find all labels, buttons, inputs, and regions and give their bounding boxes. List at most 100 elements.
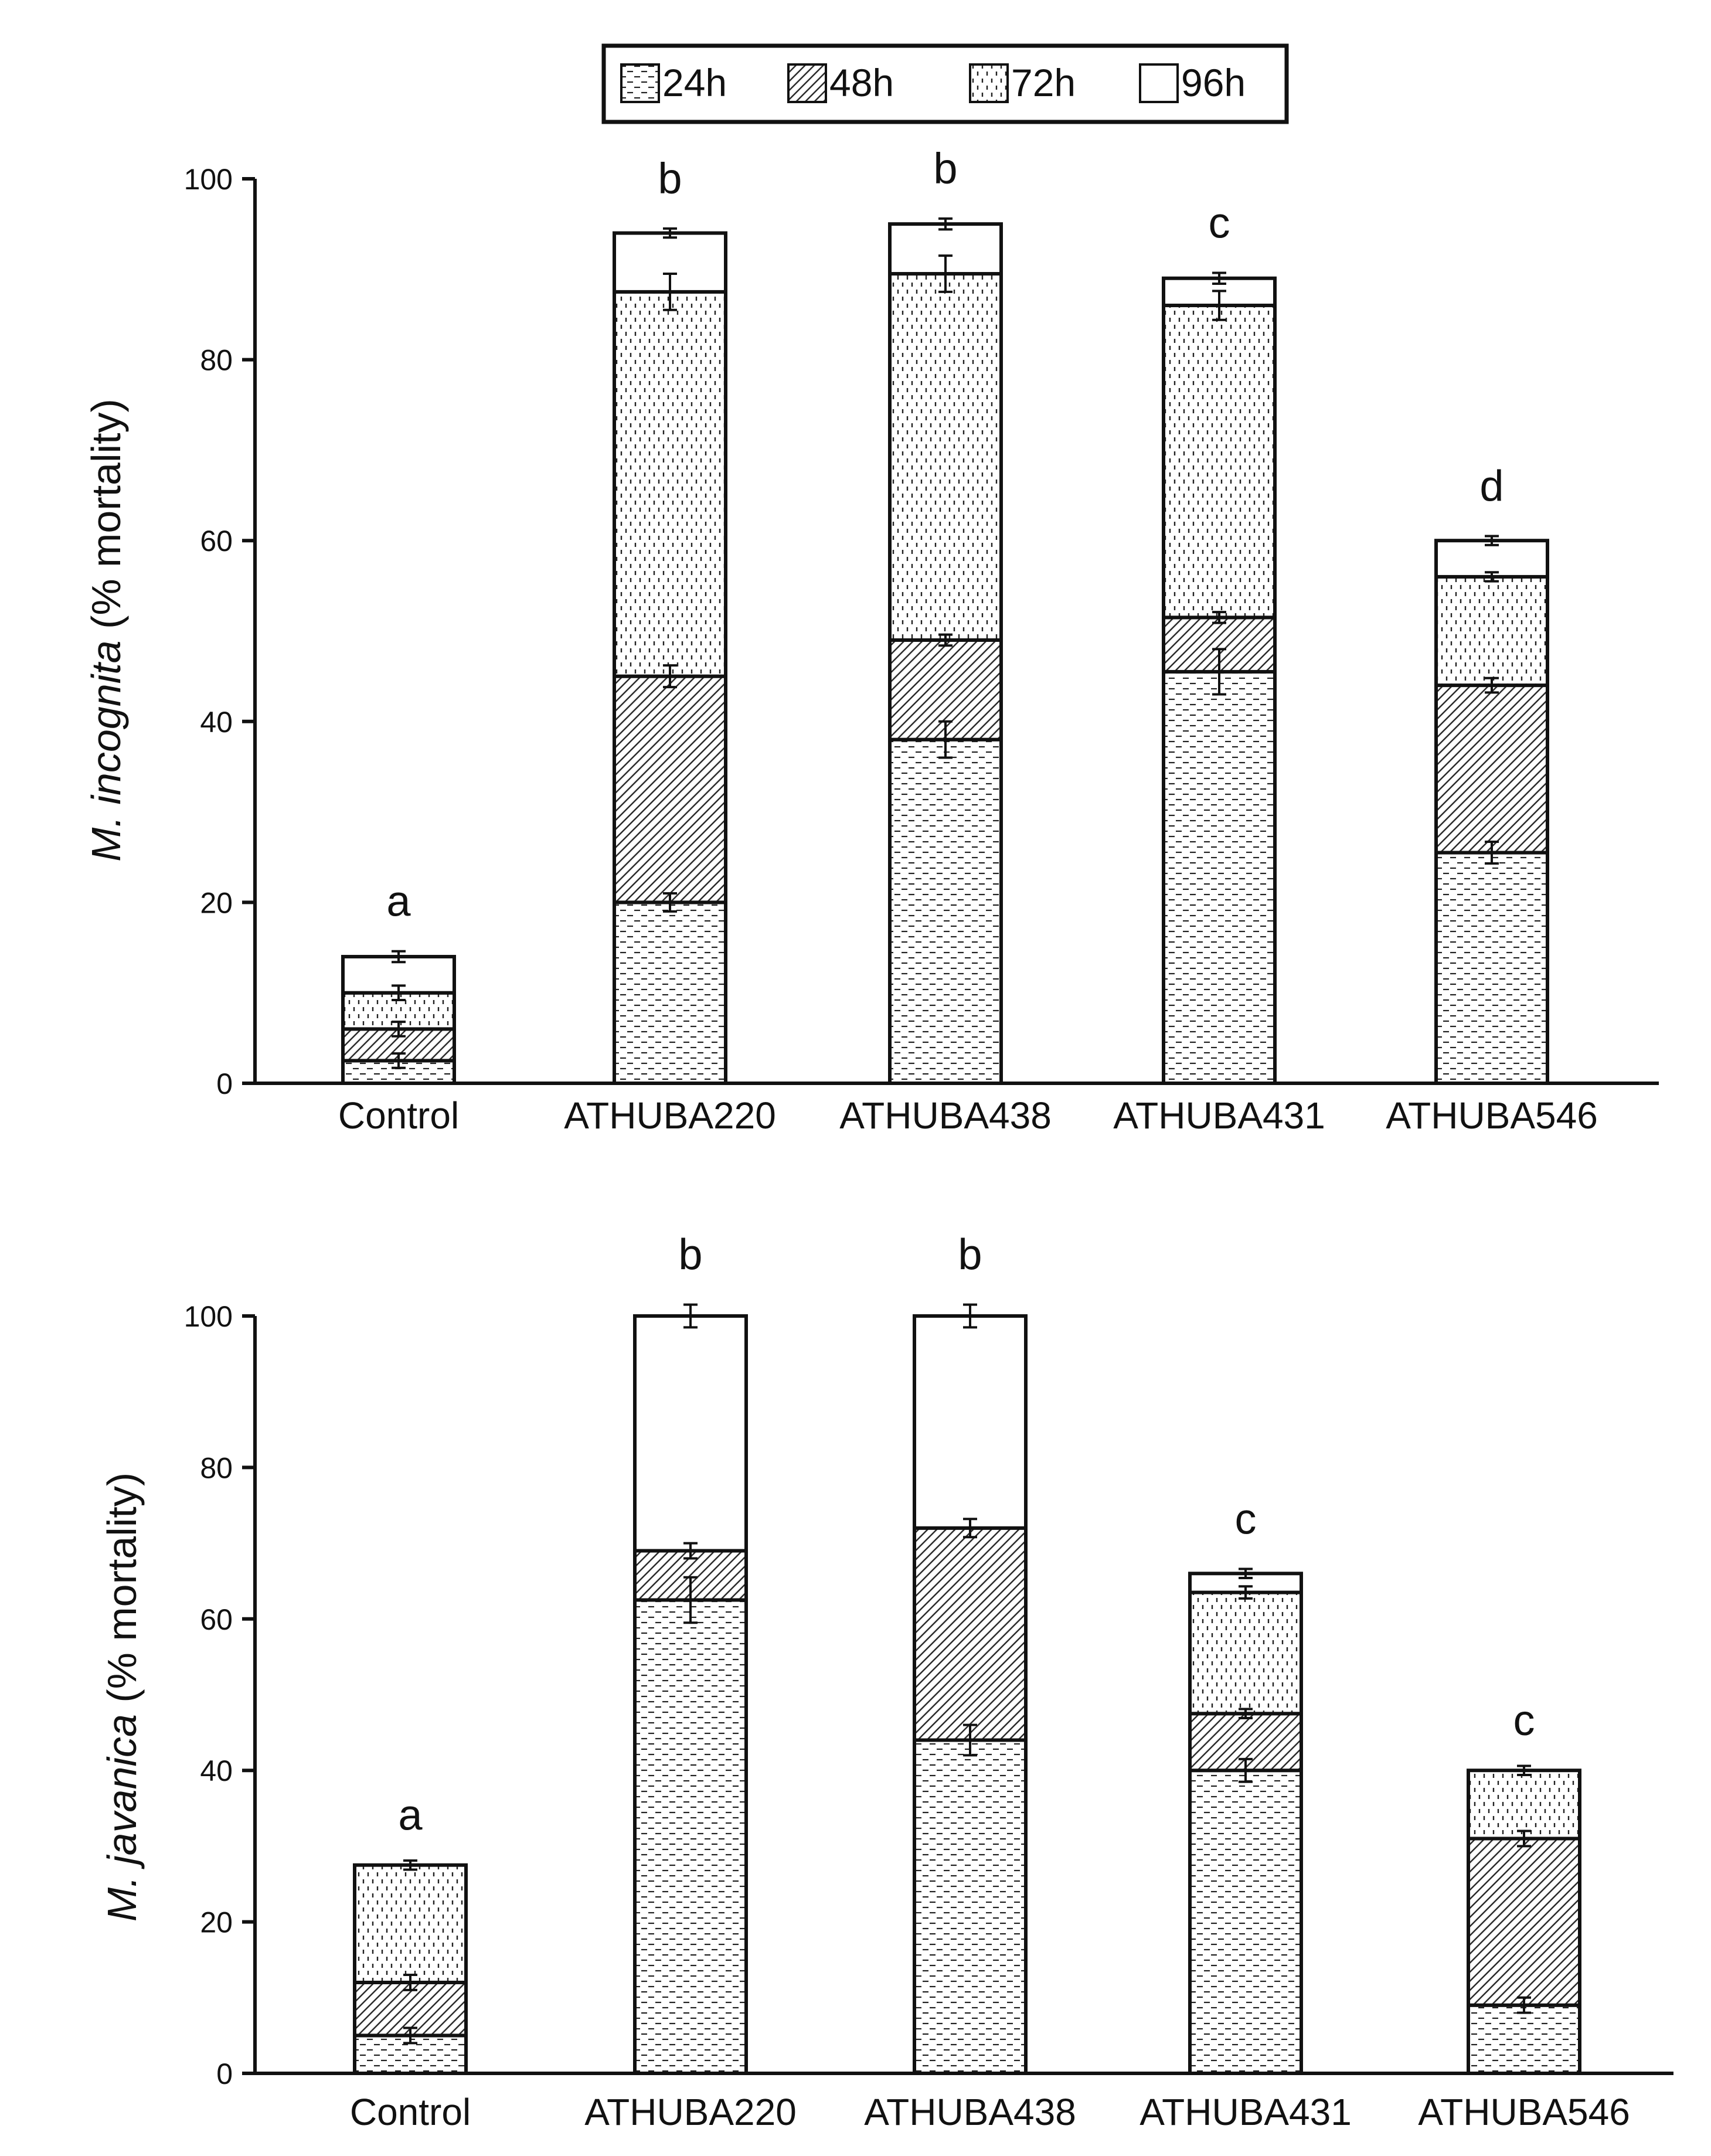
error-bar-48h <box>683 1542 698 1560</box>
y-tick-label: 80 <box>200 1451 233 1484</box>
panel-a-chart: M. incognita (% mortality) 0 20 40 60 80 100 a C… <box>83 144 1659 1137</box>
error-bar-72h <box>1517 1764 1531 1776</box>
x-category-label: ATHUBA220 <box>564 1094 776 1137</box>
bar-segment-72h <box>1188 1590 1303 1716</box>
error-bar-48h <box>938 633 953 647</box>
legend-label-48h: 48h <box>829 61 894 104</box>
significance-letter: d <box>1479 461 1503 510</box>
error-bar-24h <box>938 720 953 759</box>
bar-segment-72h <box>1467 1769 1581 1841</box>
error-bar-48h <box>1212 611 1226 624</box>
y-tick-label: 60 <box>200 525 233 557</box>
error-bar-96h <box>663 227 677 239</box>
legend-swatch-72h <box>969 63 1009 103</box>
error-bar-48h <box>1517 1829 1531 1848</box>
bar-segment-24h <box>913 1738 1028 2075</box>
bar-segment-72h <box>1162 304 1277 620</box>
x-category-label: ATHUBA546 <box>1386 1094 1598 1137</box>
y-tick-label: 40 <box>200 706 233 739</box>
bar-segment-48h <box>613 674 727 904</box>
bar-segment-24h <box>633 1598 748 2075</box>
x-category-label: ATHUBA431 <box>1113 1094 1325 1137</box>
error-bar-96h <box>1212 271 1226 285</box>
x-category-label: ATHUBA220 <box>584 2091 797 2133</box>
error-bar-72h <box>403 1859 417 1871</box>
significance-letter: a <box>398 1791 423 1839</box>
y-axis-title-unit: (% mortality) <box>99 1473 145 1714</box>
bar-segment-24h <box>1434 851 1549 1086</box>
error-bar-24h <box>403 2026 417 2045</box>
y-axis-title: M. incognita (% mortality) <box>83 399 129 862</box>
significance-letter: c <box>1209 198 1230 247</box>
y-axis-title-species: M. incognita <box>83 640 129 861</box>
x-category-label: Control <box>338 1094 459 1137</box>
error-bar-48h <box>403 1974 417 1991</box>
x-category-label: Control <box>350 2091 471 2133</box>
legend: 24h 48h 72h 96h <box>601 43 1289 124</box>
significance-letter: b <box>958 1230 982 1279</box>
error-bar-48h <box>1485 676 1499 694</box>
y-tick-label: 100 <box>184 163 233 196</box>
error-bar-72h <box>1212 290 1226 321</box>
error-bar-24h <box>392 1052 406 1069</box>
bar-segment-72h <box>1434 574 1549 688</box>
bar-segment-48h <box>913 1526 1028 1742</box>
bar-segment-96h <box>913 1314 1028 1530</box>
error-bar-24h <box>1485 841 1499 865</box>
y-tick-label: 40 <box>200 1754 233 1787</box>
significance-letter: b <box>678 1230 702 1279</box>
x-category-label: ATHUBA438 <box>864 2091 1076 2133</box>
bar-segment-96h <box>633 1314 748 1553</box>
legend-swatch-96h <box>1139 63 1179 103</box>
y-tick-label: 80 <box>200 344 233 377</box>
legend-swatch-24h <box>620 63 660 103</box>
error-bar-72h <box>1485 571 1499 583</box>
error-bar-48h <box>963 1518 977 1539</box>
bar-segment-72h <box>613 290 727 678</box>
error-bar-96h <box>938 217 953 231</box>
bar-segment-24h <box>888 737 1003 1086</box>
bar-segment-24h <box>1162 669 1277 1086</box>
significance-letter: c <box>1513 1696 1535 1744</box>
panel-b-chart: M. javanica (% mortality) 0 20 40 60 80 100 a Co… <box>99 1230 1673 2133</box>
error-bar-72h <box>938 254 953 293</box>
significance-letter: b <box>933 144 957 193</box>
bar-segment-24h <box>613 900 727 1086</box>
bar-segment-48h <box>1434 683 1549 855</box>
y-tick-label: 20 <box>200 1906 233 1939</box>
legend-label-24h: 24h <box>662 61 727 104</box>
y-axis-title-species: M. javanica <box>99 1714 145 1922</box>
y-tick-label: 0 <box>216 1067 233 1100</box>
error-bar-24h <box>663 892 677 913</box>
y-tick-label: 100 <box>184 1300 233 1333</box>
error-bar-24h <box>1212 648 1226 696</box>
error-bar-72h <box>663 273 677 311</box>
x-category-label: ATHUBA431 <box>1139 2091 1352 2133</box>
bar-segment-24h <box>1467 2003 1581 2075</box>
error-bar-96h <box>963 1303 977 1329</box>
significance-letter: c <box>1235 1495 1257 1543</box>
legend-swatch-48h <box>787 63 827 103</box>
error-bar-24h <box>963 1723 977 1757</box>
error-bar-48h <box>392 1021 406 1038</box>
legend-label-96h: 96h <box>1181 61 1246 104</box>
error-bar-48h <box>663 664 677 689</box>
y-tick-label: 20 <box>200 886 233 919</box>
error-bar-96h <box>1485 535 1499 546</box>
error-bar-24h <box>1239 1757 1253 1783</box>
legend-label-72h: 72h <box>1011 61 1076 104</box>
x-category-label: ATHUBA438 <box>839 1094 1052 1137</box>
bar-segment-48h <box>353 1980 468 2038</box>
error-bar-96h <box>392 950 406 964</box>
error-bar-24h <box>683 1576 698 1624</box>
error-bar-48h <box>1239 1708 1253 1720</box>
y-tick-label: 60 <box>200 1603 233 1636</box>
significance-letter: b <box>658 154 682 203</box>
significance-letter: a <box>386 877 411 926</box>
bar-segment-72h <box>888 272 1003 642</box>
bar-segment-24h <box>1188 1769 1303 2075</box>
y-axis-title-unit: (% mortality) <box>83 399 129 640</box>
error-bar-96h <box>1239 1567 1253 1580</box>
error-bar-96h <box>683 1303 698 1329</box>
